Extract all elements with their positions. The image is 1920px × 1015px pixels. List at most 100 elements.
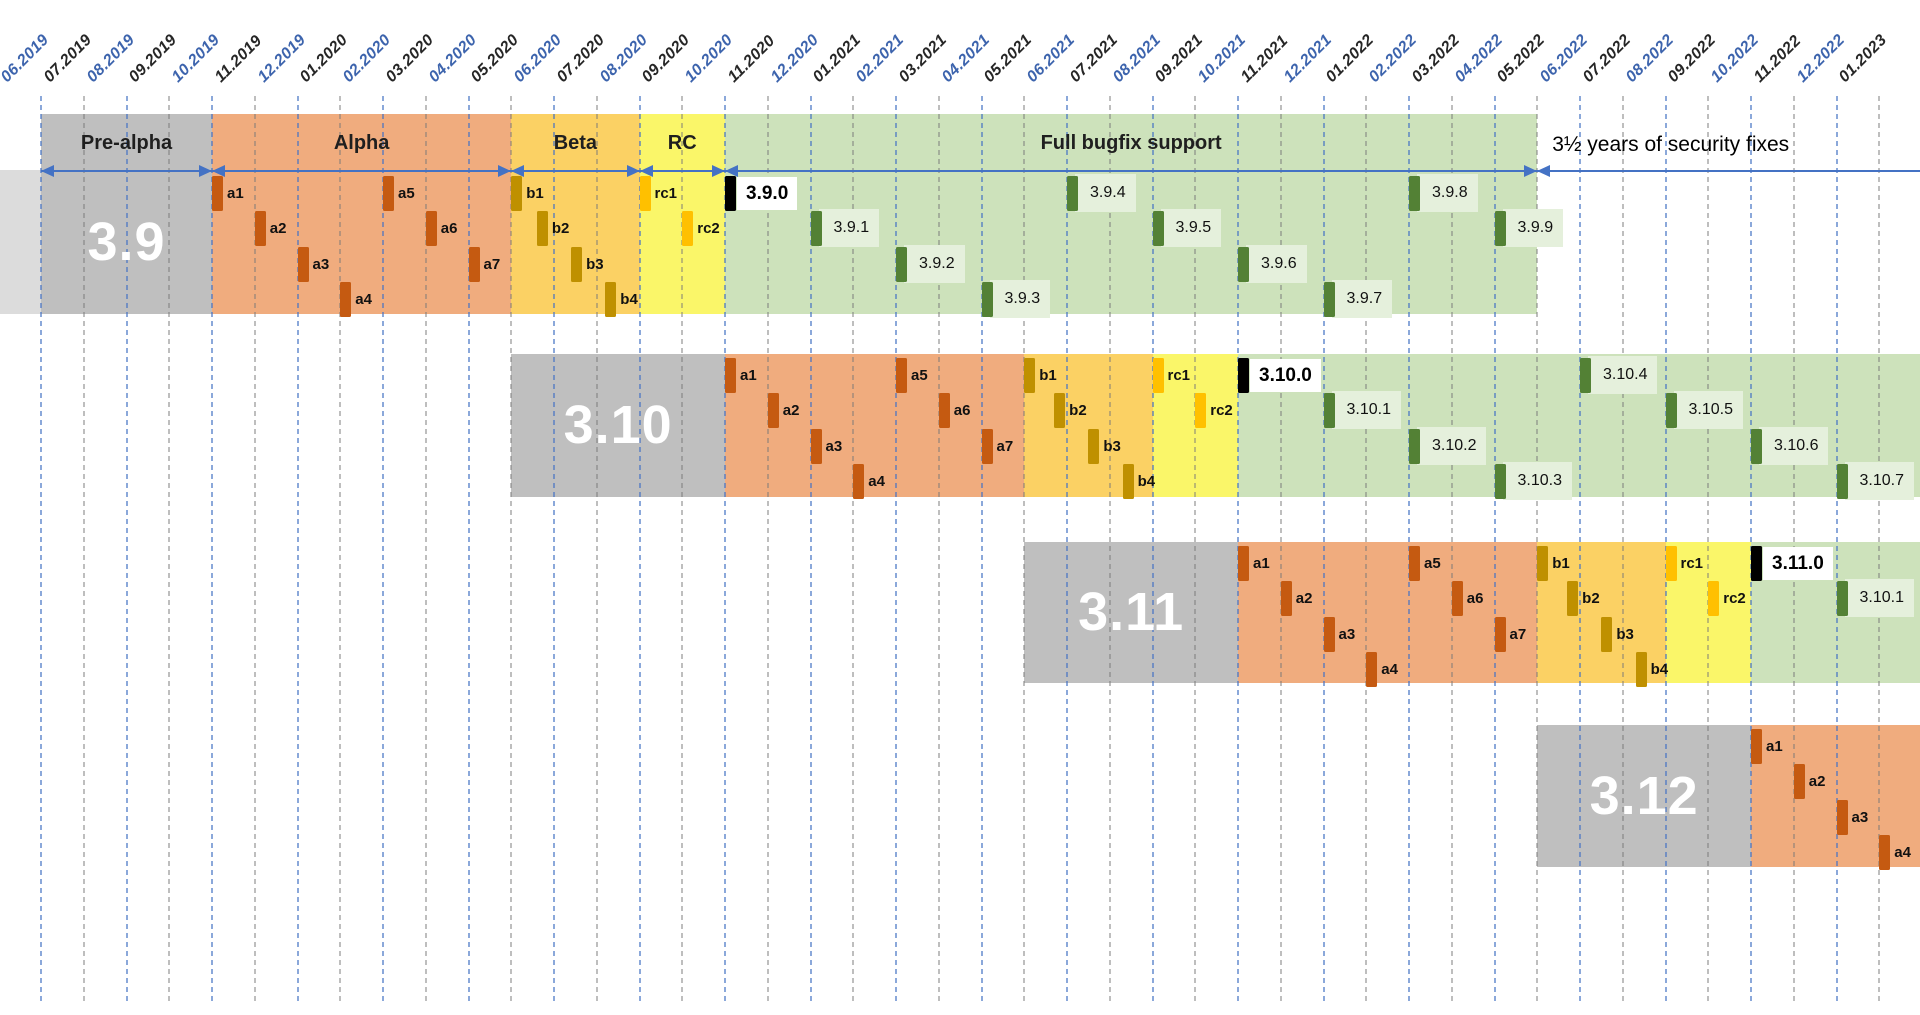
release-marker-label: a6 xyxy=(1466,590,1484,607)
release-marker-bar xyxy=(1494,464,1506,499)
release-marker-bar xyxy=(1567,581,1579,616)
release-marker-label: a4 xyxy=(1381,661,1398,678)
release-marker-bar xyxy=(1238,546,1249,581)
release-marker-bar xyxy=(1601,617,1613,652)
arrowhead-right-icon xyxy=(199,165,212,177)
release-marker-bar xyxy=(1122,464,1134,499)
release-marker-label: a2 xyxy=(782,402,800,419)
release-marker-bar xyxy=(605,282,617,317)
release-marker-bar xyxy=(1409,176,1420,211)
release-marker-label: a4 xyxy=(1894,844,1911,861)
final-release-label-box: 3.11.0 xyxy=(1763,547,1833,580)
release-marker-label: a2 xyxy=(269,220,287,237)
month-gridline xyxy=(467,96,470,1002)
release-marker-bar xyxy=(340,282,352,317)
release-marker-label: rc1 xyxy=(1167,367,1191,384)
release-marker-label: b2 xyxy=(1582,590,1600,607)
release-marker-bar xyxy=(383,176,394,211)
arrowhead-left-icon xyxy=(41,165,54,177)
release-label-box: 3.10.6 xyxy=(1759,427,1829,465)
release-marker-bar xyxy=(212,176,223,211)
month-gridline xyxy=(211,96,213,1002)
release-marker-bar xyxy=(1879,835,1891,870)
month-gridline xyxy=(1023,96,1026,1002)
release-marker-label: b3 xyxy=(1616,626,1634,643)
phase-arrow-line xyxy=(212,170,512,172)
release-marker-label: b3 xyxy=(586,256,604,273)
month-gridline xyxy=(1108,96,1111,1002)
release-marker-label: a3 xyxy=(312,256,330,273)
release-marker-bar xyxy=(1793,764,1805,799)
release-marker-bar xyxy=(1635,652,1647,687)
release-marker-bar xyxy=(1067,176,1078,211)
release-marker-bar xyxy=(1024,358,1036,393)
month-gridline xyxy=(1878,96,1881,1002)
phase-arrow-line xyxy=(639,170,725,172)
release-label-box: 3.9.2 xyxy=(904,245,965,283)
month-gridline xyxy=(1365,96,1368,1002)
release-marker-bar xyxy=(981,429,993,464)
release-marker-bar xyxy=(767,393,779,428)
release-marker-label: rc2 xyxy=(1210,402,1233,419)
month-gridline xyxy=(40,96,42,1002)
version-label: 3.11 xyxy=(1078,582,1185,642)
release-marker-label: rc2 xyxy=(697,220,720,237)
release-marker-bar xyxy=(1409,429,1420,464)
release-marker-bar xyxy=(1152,358,1164,393)
release-marker-label: a7 xyxy=(483,256,501,273)
version-label: 3.9 xyxy=(87,212,166,272)
release-marker-bar xyxy=(536,211,548,246)
release-marker-bar xyxy=(1409,546,1420,581)
release-marker-bar xyxy=(682,211,694,246)
release-marker-bar xyxy=(1836,581,1848,616)
month-gridline xyxy=(510,96,513,1002)
month-gridline xyxy=(1493,96,1496,1002)
release-label-box: 3.9.9 xyxy=(1502,209,1564,247)
phase-band-pre-alpha xyxy=(1537,725,1751,867)
release-marker-bar xyxy=(1665,393,1677,428)
release-marker-bar xyxy=(725,176,736,211)
release-marker-bar xyxy=(810,211,822,246)
release-marker-bar xyxy=(1152,211,1164,246)
release-marker-label: b4 xyxy=(1650,661,1669,678)
release-marker-bar xyxy=(853,464,865,499)
release-marker-label: b4 xyxy=(620,291,638,308)
month-gridline xyxy=(895,96,897,1002)
release-marker-bar xyxy=(725,358,736,393)
arrowhead-left-icon xyxy=(1537,165,1551,177)
arrowhead-left-icon xyxy=(511,165,525,177)
release-label-box: 3.9.5 xyxy=(1160,209,1222,247)
release-marker-label: b1 xyxy=(1039,367,1057,384)
phase-arrow-line xyxy=(725,170,1538,172)
release-marker-bar xyxy=(1751,546,1762,581)
release-marker-bar xyxy=(1195,393,1207,428)
release-marker-label: rc1 xyxy=(654,185,678,202)
release-marker-bar xyxy=(1580,358,1591,393)
release-marker-label: a3 xyxy=(1338,626,1356,643)
release-marker-label: a5 xyxy=(911,367,928,384)
release-marker-label: a1 xyxy=(740,367,757,384)
release-marker-label: a7 xyxy=(996,438,1014,455)
release-marker-bar xyxy=(896,358,907,393)
month-gridline xyxy=(382,96,384,1002)
phase-arrow-line xyxy=(41,170,212,172)
release-marker-bar xyxy=(1088,429,1100,464)
month-gridline xyxy=(766,96,769,1002)
release-marker-bar xyxy=(1451,581,1463,616)
release-marker-bar xyxy=(810,429,822,464)
month-gridline xyxy=(253,96,256,1002)
month-gridline xyxy=(424,96,427,1002)
arrowhead-left-icon xyxy=(725,165,738,177)
month-gridline xyxy=(724,96,726,1002)
release-marker-label: rc1 xyxy=(1680,555,1704,572)
release-marker-label: a4 xyxy=(868,473,885,490)
arrowhead-left-icon xyxy=(639,165,653,177)
month-gridline xyxy=(168,96,171,1002)
release-marker-bar xyxy=(1708,581,1720,616)
phase-label: RC xyxy=(667,132,697,154)
release-marker-label: a1 xyxy=(1253,555,1270,572)
release-marker-bar xyxy=(1054,393,1066,428)
month-gridline xyxy=(1707,96,1710,1002)
phase-label: Alpha xyxy=(333,132,390,154)
